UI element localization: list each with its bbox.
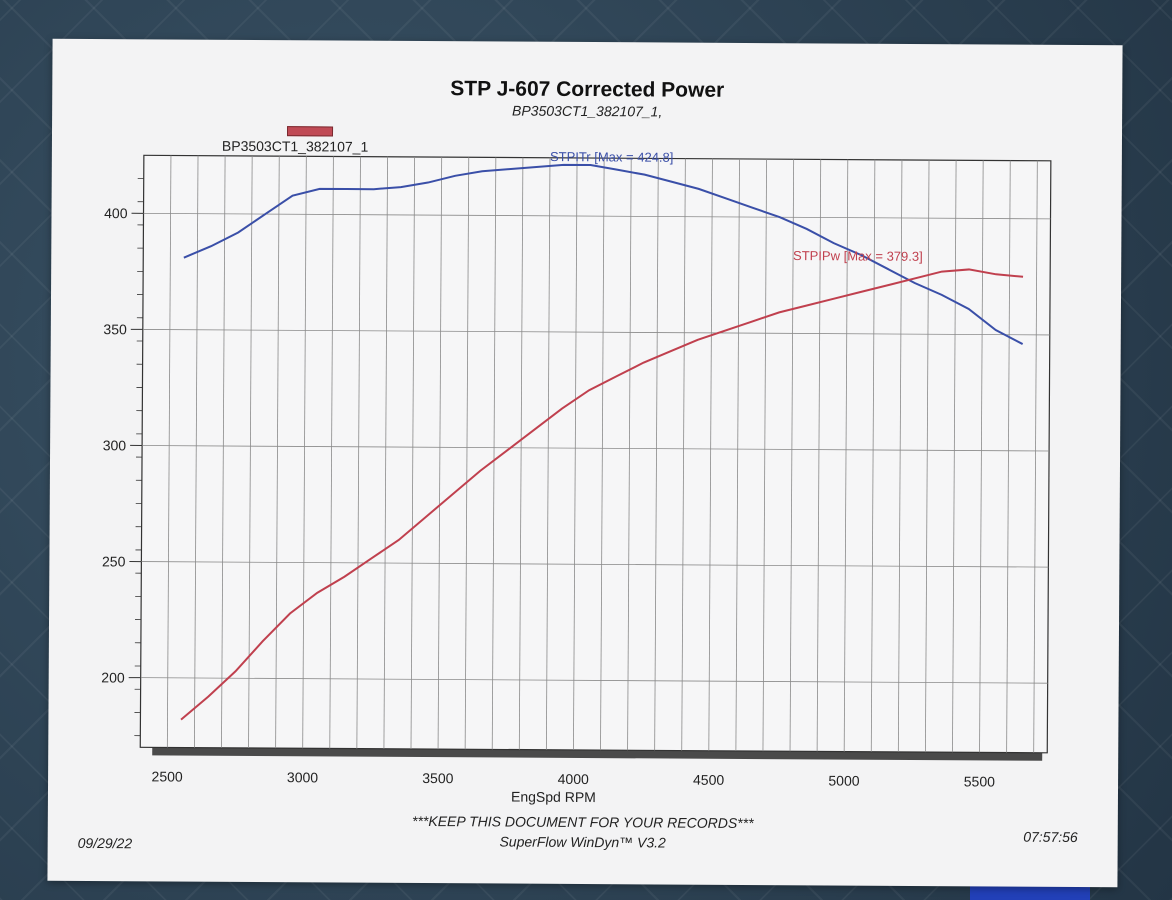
- series: [180, 163, 1024, 721]
- grid-line-v: [166, 155, 172, 748]
- x-tick-label: 4500: [693, 772, 724, 788]
- grid-line-v: [600, 158, 605, 751]
- grid-line-h: [142, 445, 1050, 452]
- grid-line-h: [143, 212, 1051, 220]
- x-tick-label: 3000: [287, 769, 318, 785]
- grid-line-h: [141, 561, 1049, 568]
- y-tick-label: 250: [102, 553, 126, 569]
- x-tick-label: 3500: [422, 770, 453, 786]
- series-label-STPITr: STPITr [Max = 424.8]: [550, 149, 674, 165]
- plot-area: 200 250 300 350 400 2500 3000 3500 4000 4500 5000 5…: [101, 149, 1052, 806]
- grid-line-v: [491, 157, 497, 750]
- grid-line-v: [654, 158, 659, 751]
- grid-line-v: [437, 157, 443, 750]
- grid-line-v: [248, 155, 253, 748]
- x-axis-label: EngSpd RPM: [511, 789, 596, 806]
- x-tick-label: 5500: [964, 773, 995, 789]
- grid: [139, 154, 1052, 754]
- grid-line-v: [897, 159, 903, 752]
- grid-line-v: [979, 160, 984, 753]
- grid-line-v: [789, 159, 795, 752]
- grid-line-v: [464, 157, 470, 750]
- series-label-STPIPw: STPIPw [Max = 379.3]: [793, 248, 923, 264]
- grid-line-h: [140, 677, 1048, 684]
- grid-line-v: [356, 156, 361, 749]
- y-tick-label: 200: [101, 669, 125, 685]
- print-time: 07:57:56: [1023, 828, 1078, 846]
- grid-line-v: [194, 155, 199, 748]
- grid-line-v: [627, 158, 632, 751]
- grid-line-v: [329, 156, 334, 749]
- grid-line-v: [681, 158, 686, 751]
- x-tick-label: 2500: [152, 768, 183, 784]
- plot-frame: [139, 154, 1052, 754]
- grid-line-v: [221, 155, 226, 748]
- grid-line-v: [708, 158, 713, 751]
- grid-line-v: [870, 159, 876, 752]
- grid-line-v: [410, 156, 416, 749]
- grid-line-v: [952, 160, 957, 753]
- grid-line-v: [383, 156, 388, 749]
- x-tick-label: 5000: [828, 772, 859, 788]
- grid-line-v: [573, 157, 578, 750]
- dyno-printout: STP J-607 Corrected Power BP3503CT1_3821…: [47, 38, 1123, 888]
- y-tick-label: 300: [103, 437, 127, 453]
- grid-line-v: [735, 158, 740, 751]
- y-tick-label: 350: [103, 321, 127, 337]
- grid-line-v: [518, 157, 524, 750]
- y-tick-label: 400: [104, 205, 128, 221]
- series-line-STPIPw: [180, 268, 1024, 721]
- print-date: 09/29/22: [77, 834, 133, 852]
- grid-line-v: [275, 156, 280, 749]
- grid-line-v: [843, 159, 849, 752]
- grid-line-v: [302, 156, 307, 749]
- grid-line-v: [762, 159, 767, 752]
- grid-line-v: [545, 157, 551, 750]
- axes: 200 250 300 350 400 2500 3000 3500 4000 4500 5000 5…: [101, 178, 995, 806]
- series-labels: STPITr [Max = 424.8] STPIPw [Max = 379.3]: [550, 149, 923, 264]
- x-tick-label: 4000: [558, 771, 589, 787]
- grid-line-v: [925, 160, 930, 753]
- grid-line-v: [1033, 160, 1038, 753]
- grid-line-h: [142, 329, 1050, 336]
- grid-line-v: [1006, 160, 1011, 753]
- series-line-STPITr: [183, 163, 1024, 345]
- grid-line-v: [816, 159, 822, 752]
